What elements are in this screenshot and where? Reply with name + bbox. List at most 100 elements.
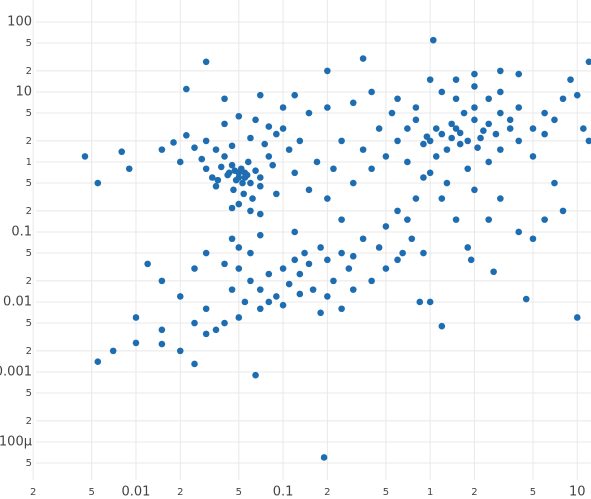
point [191,360,198,368]
point [301,249,308,257]
y-tick-label: 100µ [0,434,32,449]
point [456,140,464,148]
point [541,130,548,138]
point [305,109,313,117]
point [228,161,236,169]
y-tick-label: 5 [26,108,32,119]
point [497,109,504,117]
point [490,268,497,276]
point [438,322,446,330]
point [382,223,390,230]
point [291,91,299,99]
point [247,277,254,285]
y-tick-label: 5 [26,388,32,399]
point [375,125,383,132]
point [221,120,228,128]
point [573,91,581,99]
x-tick-label: 5 [383,487,389,498]
point [273,190,280,198]
point [515,70,523,78]
point [426,76,434,83]
y-tick-label: 0.01 [3,294,32,309]
x-tick-label: 10 [569,485,586,499]
point [256,174,264,181]
point [474,144,481,151]
point [448,120,455,128]
point [471,83,478,90]
point [394,95,401,103]
point [467,256,475,264]
point [497,67,504,75]
point [256,182,264,190]
point [460,109,468,117]
grid [32,0,591,480]
point [118,148,126,156]
point [202,305,210,313]
y-tick-label: 2 [26,136,32,147]
point [394,256,401,264]
point [228,142,236,150]
point [221,319,228,327]
point [247,207,254,215]
point [420,249,427,257]
point [515,228,523,236]
point [477,134,484,142]
point [202,330,210,338]
point [158,146,166,153]
point [176,158,184,166]
point [399,249,406,257]
point [191,144,198,151]
point [241,298,249,306]
y-tick-label: 1 [26,157,32,168]
point [235,112,243,120]
point [438,195,446,202]
point [420,140,427,148]
y-tick-label: 0.001 [0,364,32,379]
point [497,88,504,96]
point [559,207,567,215]
point [296,290,304,298]
point [580,125,587,132]
point [388,109,396,117]
point [212,146,220,153]
point [359,146,367,153]
point [452,216,460,223]
point [212,326,220,334]
point [279,301,287,309]
point [320,454,328,461]
x-tick-label: 5 [89,487,95,498]
point [404,158,411,166]
point [265,298,273,306]
y-tick-label: 2 [26,416,32,427]
point [426,169,434,177]
point [324,195,331,202]
point [256,210,264,218]
point [235,265,243,272]
point [394,207,401,215]
point [515,137,523,145]
point [452,95,460,103]
point [471,116,478,124]
point [448,134,455,142]
point [208,174,216,181]
y-tick-label: 2 [26,206,32,217]
point [573,314,581,321]
point [81,153,89,160]
point [273,293,280,300]
point [423,133,431,140]
point [249,195,256,202]
point [471,186,478,194]
y-tick-label: 5 [26,178,32,189]
point [212,182,220,190]
point [191,319,198,327]
point [202,249,210,257]
point [247,134,254,142]
point [221,260,228,268]
x-tick-label: 0.1 [273,485,294,499]
point [338,216,345,223]
point [497,195,504,202]
point [317,309,324,317]
point [235,314,243,321]
point [443,146,451,153]
point [235,200,243,208]
